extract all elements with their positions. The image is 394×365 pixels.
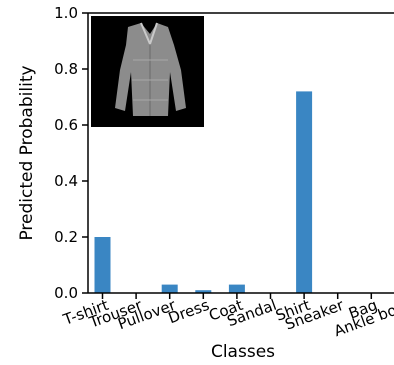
- bar-shirt: [296, 91, 313, 294]
- x-axis-ticks: T-shirtTrouserPulloverDressCoatSandalShi…: [60, 293, 394, 340]
- inset-shirt-image: [91, 16, 204, 127]
- y-tick-label: 1.0: [54, 4, 78, 22]
- y-axis-label: Predicted Probability: [17, 65, 37, 240]
- y-tick-label: 0.0: [54, 284, 78, 302]
- y-tick-label: 0.8: [54, 60, 78, 78]
- y-tick-label: 0.6: [54, 116, 78, 134]
- bar-pullover: [161, 284, 178, 293]
- bar-t-shirt: [94, 237, 111, 293]
- y-axis-ticks: 0.0 0.2 0.4 0.6 0.8 1.0: [54, 4, 88, 302]
- bar-coat: [228, 284, 245, 293]
- y-tick-label: 0.4: [54, 172, 78, 190]
- y-tick-label: 0.2: [54, 228, 78, 246]
- x-axis-label: Classes: [211, 342, 275, 362]
- bar-dress: [195, 290, 212, 293]
- bars-group: [94, 91, 313, 294]
